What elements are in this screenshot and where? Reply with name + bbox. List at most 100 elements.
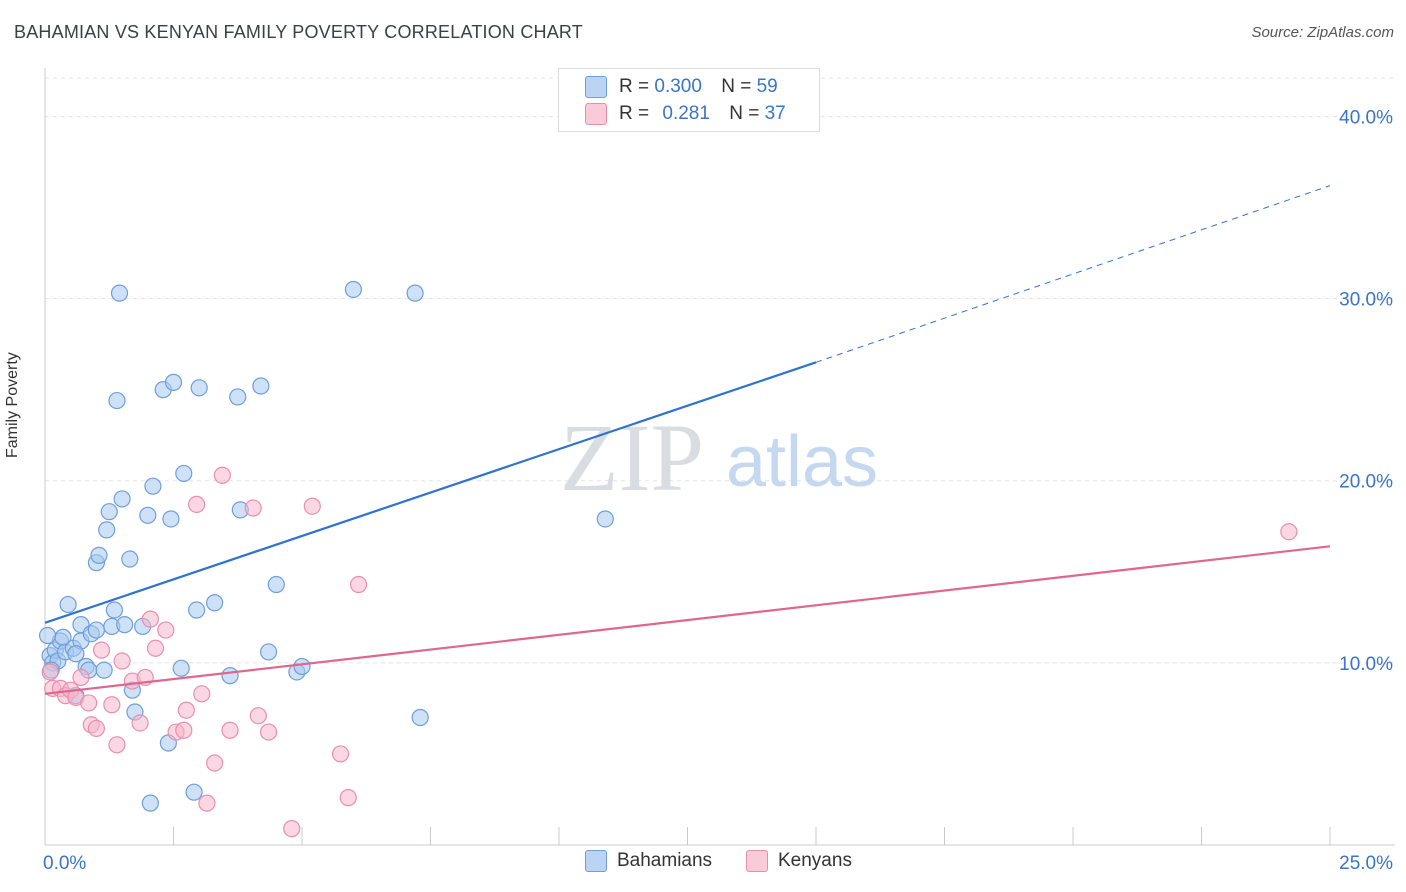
kenyan-point (303, 497, 321, 515)
trend-lines (44, 185, 1331, 695)
bahamian-point (411, 708, 429, 727)
bahamian-point (190, 379, 208, 397)
bottom-swatch-pink (746, 850, 768, 872)
bahamian-point (67, 645, 85, 663)
bahamian-point (100, 503, 118, 521)
kenyan-point (103, 696, 121, 714)
bottom-legend-label: Bahamians (617, 850, 713, 871)
kenyan-point (1280, 523, 1298, 541)
bahamian-point (87, 621, 106, 639)
kenyan-trend-line (44, 545, 1331, 695)
kenyan-point (72, 668, 90, 687)
x-tick-label-min: 0.0% (43, 853, 86, 874)
legend-n-label: N = (729, 103, 760, 124)
y-tick-label: 40.0% (1339, 107, 1393, 128)
bahamian-point (175, 464, 193, 483)
legend-r-value: 0.281 (662, 103, 710, 124)
kenyan-point (113, 652, 131, 670)
data-points (38, 280, 1298, 838)
y-tick-label: 30.0% (1339, 290, 1393, 311)
bahamian-point (38, 626, 57, 645)
kenyan-point (177, 701, 195, 719)
legend-n-value: 59 (756, 76, 778, 97)
bottom-legend-kenyans: Kenyans (746, 850, 852, 872)
x-tick-label-max: 25.0% (1339, 853, 1393, 874)
y-tick-label: 10.0% (1339, 654, 1393, 675)
source-label: Source: ZipAtlas.com (1251, 24, 1394, 41)
kenyan-point (331, 745, 350, 763)
grid-lines (45, 77, 1395, 664)
bottom-swatch-blue (585, 850, 607, 872)
kenyan-point (206, 754, 224, 772)
legend-n-label: N = (721, 76, 752, 97)
kenyan-point (146, 639, 165, 657)
kenyan-point (80, 694, 98, 712)
watermark-zip: ZIP (560, 404, 704, 511)
kenyan-point (221, 721, 239, 739)
bahamian-point (229, 388, 247, 406)
watermark-atlas: atlas (726, 422, 878, 502)
bottom-legend-bahamians: Bahamians (585, 850, 712, 872)
bahamian-point (108, 391, 126, 410)
bahamian-point (259, 643, 278, 661)
legend-r-label: R = (619, 76, 650, 97)
bahamian-point (406, 284, 424, 302)
bahamian-point (113, 490, 131, 508)
bahamian-point (221, 667, 239, 685)
legend-r-label: R = (619, 103, 650, 124)
kenyan-point (198, 794, 216, 812)
bahamian-point (162, 510, 180, 528)
bahamian-point (141, 794, 159, 812)
bahamian-point (95, 661, 113, 679)
bahamian-point (98, 521, 116, 539)
kenyan-point (92, 641, 111, 659)
kenyan-point (244, 499, 262, 517)
bahamian-point (139, 506, 157, 524)
bahamian-point (252, 377, 270, 395)
bahamian-point (596, 510, 614, 528)
kenyan-point (249, 707, 267, 725)
kenyan-point (157, 621, 175, 639)
kenyan-point (349, 575, 368, 594)
bottom-legend-label: Kenyans (778, 850, 852, 871)
bahamian-point (344, 280, 362, 299)
chart-title: BAHAMIAN VS KENYAN FAMILY POVERTY CORREL… (14, 22, 583, 42)
bahamian-point (185, 783, 203, 801)
bahamian-point (206, 594, 224, 612)
bahamian-point (121, 550, 139, 568)
kenyan-point (339, 789, 357, 807)
bahamian-point (188, 601, 206, 619)
bahamian-point (144, 477, 162, 495)
kenyan-point (131, 714, 149, 732)
bahamian-point (116, 616, 134, 634)
kenyan-point (213, 466, 231, 484)
bahamian-point (172, 659, 190, 677)
bahamian-point (267, 575, 285, 594)
kenyan-point (108, 736, 126, 754)
legend-n-value: 37 (764, 103, 786, 124)
bahamian-point (110, 284, 129, 302)
y-tick-label: 20.0% (1339, 472, 1393, 493)
kenyan-point (141, 610, 159, 628)
kenyan-point (283, 820, 301, 838)
legend-swatch-blue (585, 76, 607, 98)
axes (44, 68, 1395, 846)
bahamian-point (105, 601, 123, 619)
bahamian-point (293, 657, 311, 676)
correlation-legend: R = 0.300 N = 59 R = 0.281 N = 37 (558, 68, 820, 132)
tick-labels: 10.0% 20.0% 30.0% 40.0% 0.0% 25.0% (43, 107, 1393, 874)
kenyan-point (188, 495, 206, 513)
legend-swatch-pink (585, 103, 607, 125)
bahamian-trend-extension (815, 185, 1331, 363)
bahamian-point (59, 595, 77, 614)
kenyan-point (175, 721, 193, 739)
kenyan-point (41, 663, 59, 681)
watermark: ZIP atlas (560, 404, 878, 511)
bahamian-point (90, 546, 108, 564)
legend-r-value: 0.300 (654, 76, 702, 97)
kenyan-point (193, 685, 211, 703)
bahamian-trend-line (44, 361, 817, 624)
kenyan-point (87, 719, 106, 738)
kenyan-point (259, 723, 278, 741)
